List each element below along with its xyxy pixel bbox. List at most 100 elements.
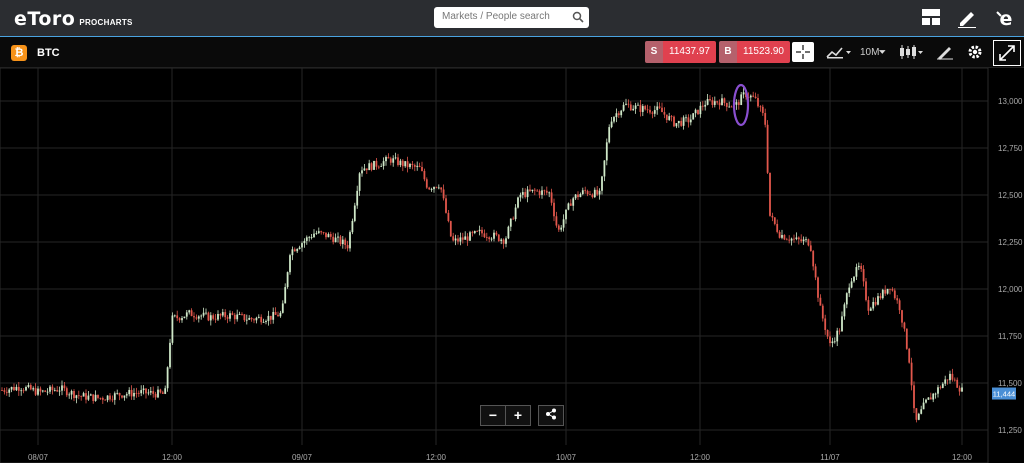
etoro-e-icon[interactable]: e bbox=[994, 6, 1018, 30]
candle-body bbox=[944, 379, 947, 384]
candle-body bbox=[229, 313, 231, 319]
settings-gear-icon[interactable] bbox=[964, 42, 986, 62]
bitcoin-icon: ₿ bbox=[11, 45, 27, 61]
indicators-icon[interactable] bbox=[824, 42, 854, 62]
candle-body bbox=[610, 121, 613, 128]
candle-body bbox=[421, 167, 423, 171]
candle-body bbox=[397, 157, 399, 166]
candle-body bbox=[548, 192, 551, 194]
candle-body bbox=[833, 341, 836, 343]
candle-body bbox=[466, 236, 469, 241]
plot-area bbox=[0, 68, 989, 463]
candle-body bbox=[147, 392, 150, 394]
candlestick-icon[interactable] bbox=[896, 42, 926, 62]
candle-body bbox=[377, 166, 380, 168]
candle-body bbox=[418, 165, 421, 168]
candle-body bbox=[447, 212, 450, 222]
candle-body bbox=[704, 104, 707, 107]
candle-body bbox=[646, 109, 649, 111]
candle-body bbox=[557, 225, 560, 230]
candle-body bbox=[183, 316, 186, 319]
candle-body bbox=[226, 317, 229, 319]
y-tick-label: 12,500 bbox=[998, 191, 1023, 200]
search-input[interactable]: Markets / People search bbox=[434, 7, 589, 28]
fullscreen-icon[interactable] bbox=[993, 40, 1021, 66]
candle-body bbox=[718, 102, 721, 106]
candle-body bbox=[608, 127, 611, 143]
candle-body bbox=[797, 237, 800, 240]
candle-body bbox=[497, 234, 500, 241]
candle-body bbox=[157, 389, 159, 398]
candle-body bbox=[44, 390, 47, 392]
candle-body bbox=[133, 392, 135, 397]
candle-body bbox=[625, 103, 627, 105]
candle-body bbox=[195, 317, 198, 319]
candle-body bbox=[694, 109, 697, 114]
x-tick-label: 11/07 bbox=[820, 453, 840, 462]
candle-body bbox=[730, 106, 733, 108]
candle-body bbox=[29, 385, 32, 390]
candle-body bbox=[284, 287, 287, 304]
candle-body bbox=[865, 281, 867, 301]
candle-body bbox=[373, 160, 375, 170]
candle-body bbox=[51, 386, 54, 391]
candle-body bbox=[149, 391, 152, 393]
y-tick-label: 12,250 bbox=[998, 238, 1023, 247]
draw-pencil-icon[interactable] bbox=[956, 6, 980, 30]
candle-body bbox=[5, 391, 8, 393]
candle-body bbox=[483, 233, 486, 238]
candle-body bbox=[526, 189, 529, 198]
candle-body bbox=[543, 190, 546, 192]
candle-body bbox=[161, 392, 164, 394]
layout-icon[interactable] bbox=[920, 6, 944, 30]
search-icon[interactable] bbox=[572, 10, 584, 28]
candle-body bbox=[910, 362, 913, 386]
candle-body bbox=[65, 388, 68, 396]
buy-button[interactable]: B 11523.90 bbox=[719, 41, 790, 63]
candle-body bbox=[569, 203, 572, 206]
etoro-logo[interactable]: eToro PROCHARTS bbox=[14, 8, 133, 30]
candle-body bbox=[905, 328, 908, 349]
candle-body bbox=[305, 237, 308, 241]
instrument-symbol[interactable]: BTC bbox=[37, 47, 60, 59]
candle-body bbox=[567, 203, 570, 210]
candle-body bbox=[634, 105, 637, 109]
candle-body bbox=[879, 296, 882, 299]
candle-body bbox=[853, 276, 855, 282]
candle-body bbox=[353, 205, 356, 221]
candle-body bbox=[92, 394, 95, 401]
candle-body bbox=[334, 237, 337, 243]
candle-body bbox=[173, 315, 176, 317]
candle-body bbox=[166, 367, 169, 389]
price-chart[interactable]: 13,000 12,750 12,500 12,250 12,000 11,750 11,5… bbox=[0, 68, 1024, 463]
candle-body bbox=[884, 289, 887, 294]
buy-tag: B bbox=[719, 41, 737, 63]
interval-selector[interactable]: 10M bbox=[860, 42, 886, 62]
candle-body bbox=[473, 231, 476, 234]
candle-body bbox=[699, 105, 702, 115]
share-icon[interactable] bbox=[539, 406, 563, 425]
candle-body bbox=[627, 103, 630, 105]
candle-body bbox=[601, 176, 603, 191]
crosshair-icon[interactable] bbox=[792, 42, 814, 62]
candle-body bbox=[380, 166, 383, 167]
candle-body bbox=[25, 386, 27, 391]
candle-body bbox=[104, 399, 107, 401]
candle-body bbox=[413, 165, 416, 167]
sell-button[interactable]: S 11437.97 bbox=[645, 41, 716, 63]
candle-body bbox=[41, 390, 44, 392]
candle-body bbox=[555, 216, 558, 226]
candle-body bbox=[140, 390, 143, 394]
candle-body bbox=[361, 170, 363, 174]
candle-body bbox=[164, 388, 167, 394]
candle-body bbox=[8, 389, 11, 393]
drawing-tools-icon[interactable] bbox=[934, 42, 956, 62]
candle-body bbox=[233, 314, 236, 320]
candle-body bbox=[752, 95, 755, 97]
zoom-out-button[interactable]: − bbox=[488, 407, 498, 423]
candle-body bbox=[61, 385, 63, 391]
zoom-in-button[interactable]: + bbox=[505, 406, 530, 425]
candle-body bbox=[130, 389, 133, 397]
candle-body bbox=[430, 189, 433, 190]
candle-body bbox=[351, 220, 354, 233]
